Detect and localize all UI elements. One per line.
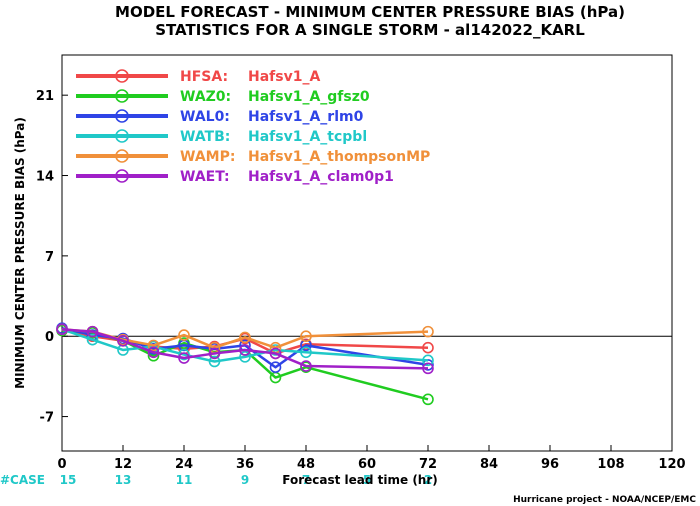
series-point bbox=[269, 347, 282, 360]
legend-marker bbox=[115, 129, 129, 143]
series-point bbox=[300, 346, 312, 359]
x-tick-label: 72 bbox=[419, 457, 437, 472]
chart-subtitle: STATISTICS FOR A SINGLE STORM - al142022… bbox=[155, 21, 585, 39]
series-point bbox=[269, 361, 282, 374]
case-count: 2 bbox=[424, 473, 432, 487]
series-point bbox=[300, 339, 312, 352]
x-axis-label: Forecast lead time (hr) bbox=[282, 473, 438, 487]
legend-code: WAET: bbox=[180, 169, 230, 185]
series-point bbox=[422, 393, 434, 406]
x-tick-label: 96 bbox=[541, 457, 559, 472]
legend-code: WAZ0: bbox=[180, 89, 231, 105]
series-point bbox=[178, 348, 190, 361]
series-lines bbox=[56, 322, 434, 406]
x-tick-label: 60 bbox=[358, 457, 376, 472]
case-label: #CASE bbox=[0, 473, 45, 487]
y-tick-label: 0 bbox=[45, 330, 54, 345]
x-tick-label: 12 bbox=[114, 457, 132, 472]
legend-label: Hafsv1_A_rlm0 bbox=[248, 109, 364, 125]
x-tick-label: 0 bbox=[57, 457, 66, 472]
credit-text: Hurricane project - NOAA/NCEP/EMC bbox=[513, 495, 696, 505]
x-tick-label: 24 bbox=[175, 457, 193, 472]
legend-marker bbox=[115, 109, 129, 123]
legend-label: Hafsv1_A_tcpbl bbox=[248, 129, 367, 145]
legend-marker bbox=[115, 89, 129, 103]
series-point bbox=[239, 331, 251, 344]
case-count: 15 bbox=[60, 473, 77, 487]
x-tick-label: 84 bbox=[480, 457, 498, 472]
legend-code: WATB: bbox=[180, 129, 230, 145]
case-count: 5 bbox=[363, 473, 371, 487]
y-tick-label: -7 bbox=[40, 411, 54, 426]
series-point bbox=[239, 344, 251, 356]
series-point bbox=[147, 339, 160, 352]
series-point bbox=[86, 333, 99, 346]
legend-label: Hafsv1_A_clam0p1 bbox=[248, 169, 394, 185]
legend-marker bbox=[115, 169, 129, 183]
y-tick-label: 7 bbox=[45, 250, 54, 265]
legend-code: WAL0: bbox=[180, 109, 230, 125]
y-tick-label: 21 bbox=[36, 89, 54, 104]
series-line-3 bbox=[61, 328, 429, 363]
x-tick-label: 120 bbox=[658, 457, 685, 472]
x-tick-label: 48 bbox=[297, 457, 315, 472]
series-point bbox=[117, 335, 129, 347]
series-point bbox=[300, 330, 312, 343]
axis-ticks: 0 12 24 36 48 60 72 84 96 108 120 -7 0 7 14 21 bbox=[36, 89, 686, 472]
legend: HFSA: Hafsv1_A WAZ0: Hafsv1_A_gfsz0 WAL0: Haf… bbox=[76, 69, 430, 185]
y-tick-label: 14 bbox=[36, 170, 54, 185]
case-count: 11 bbox=[176, 473, 193, 487]
case-count: 13 bbox=[115, 473, 132, 487]
series-point bbox=[178, 329, 190, 341]
series-point bbox=[56, 323, 68, 336]
legend-label: Hafsv1_A bbox=[248, 69, 320, 85]
series-point bbox=[208, 347, 221, 360]
series-point bbox=[86, 325, 99, 338]
legend-label: Hafsv1_A_thompsonMP bbox=[248, 149, 430, 165]
case-counts: #CASE 15 13 11 9 7 5 2 bbox=[0, 473, 432, 487]
series-point bbox=[147, 346, 160, 359]
series-point bbox=[422, 354, 434, 367]
chart-title: MODEL FORECAST - MINIMUM CENTER PRESSURE… bbox=[115, 3, 625, 21]
series-point bbox=[422, 362, 434, 375]
series-point bbox=[178, 352, 190, 364]
x-tick-label: 108 bbox=[597, 457, 624, 472]
legend-code: WAMP: bbox=[180, 149, 235, 165]
series-point bbox=[300, 360, 312, 372]
case-count: 7 bbox=[302, 473, 310, 487]
series-point bbox=[422, 325, 434, 338]
legend-marker bbox=[115, 69, 129, 83]
y-axis-label: MINIMUM CENTER PRESSURE BIAS (hPa) bbox=[13, 117, 27, 389]
x-tick-label: 36 bbox=[236, 457, 254, 472]
series-point bbox=[208, 355, 221, 368]
legend-label: Hafsv1_A_gfsz0 bbox=[248, 89, 370, 105]
legend-marker bbox=[115, 149, 129, 163]
series-point bbox=[239, 351, 251, 363]
case-count: 9 bbox=[241, 473, 249, 487]
legend-code: HFSA: bbox=[180, 69, 228, 85]
series-point bbox=[422, 341, 434, 354]
series-line-5 bbox=[61, 328, 429, 370]
